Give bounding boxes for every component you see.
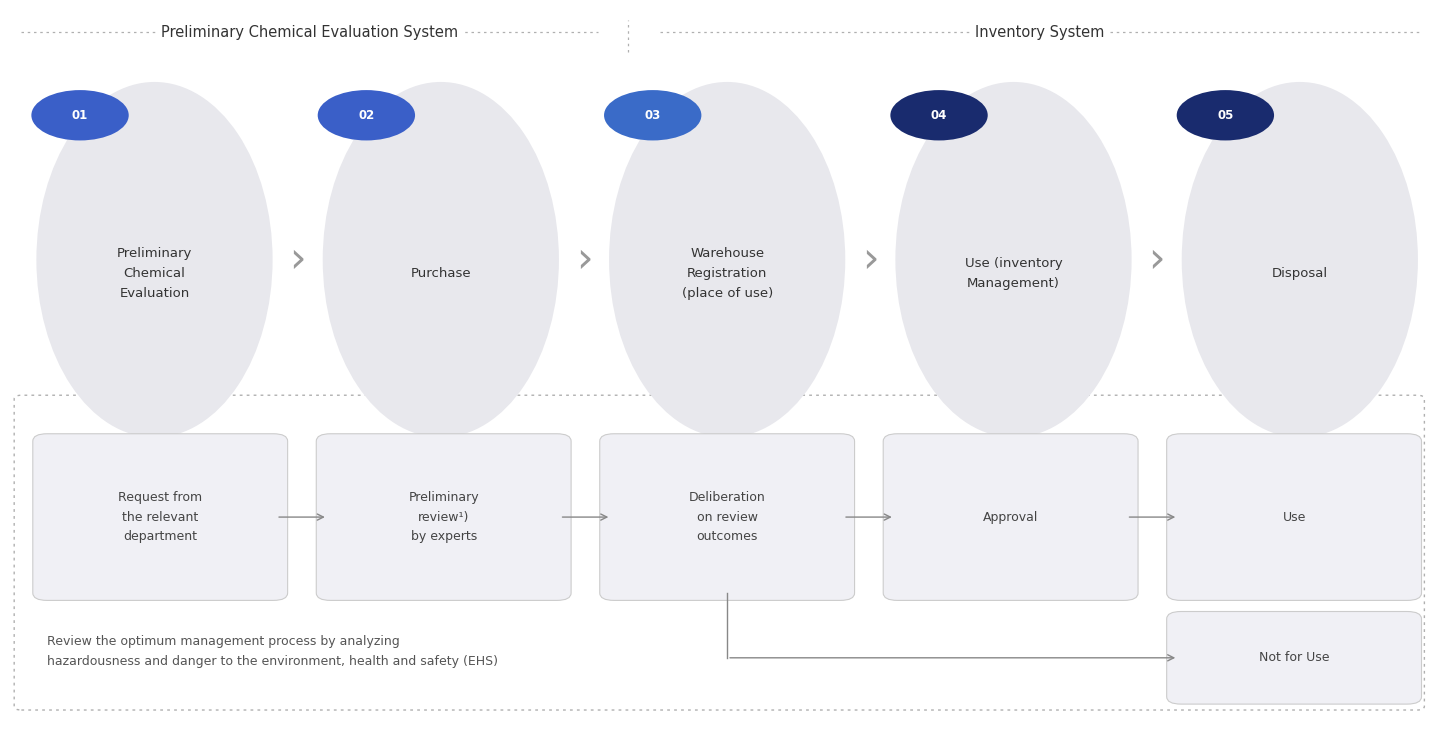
Text: 03: 03 <box>645 109 661 122</box>
Text: Request from
the relevant
department: Request from the relevant department <box>118 491 202 543</box>
FancyBboxPatch shape <box>33 434 288 601</box>
FancyBboxPatch shape <box>317 434 572 601</box>
Text: Preliminary Chemical Evaluation System: Preliminary Chemical Evaluation System <box>161 25 458 40</box>
Text: Not for Use: Not for Use <box>1259 652 1329 664</box>
Ellipse shape <box>1182 82 1418 437</box>
Circle shape <box>32 90 128 141</box>
Ellipse shape <box>896 82 1132 437</box>
Text: 01: 01 <box>72 109 88 122</box>
Circle shape <box>603 90 701 141</box>
FancyBboxPatch shape <box>883 434 1138 601</box>
Text: Inventory System: Inventory System <box>975 25 1104 40</box>
Circle shape <box>890 90 988 141</box>
Text: Use (inventory
Management): Use (inventory Management) <box>965 256 1063 290</box>
Circle shape <box>1176 90 1274 141</box>
FancyBboxPatch shape <box>1166 434 1421 601</box>
Text: 04: 04 <box>930 109 948 122</box>
Ellipse shape <box>609 82 845 437</box>
Text: 05: 05 <box>1217 109 1234 122</box>
Text: Deliberation
on review
outcomes: Deliberation on review outcomes <box>688 491 766 543</box>
Text: Purchase: Purchase <box>410 267 471 279</box>
Text: ›: › <box>576 239 592 281</box>
FancyBboxPatch shape <box>1166 611 1421 704</box>
Text: Disposal: Disposal <box>1272 267 1328 279</box>
Text: Approval: Approval <box>984 511 1038 524</box>
Text: ›: › <box>1148 239 1165 281</box>
FancyBboxPatch shape <box>599 434 854 601</box>
FancyBboxPatch shape <box>14 395 1424 710</box>
Text: 02: 02 <box>359 109 374 122</box>
Text: Warehouse
Registration
(place of use): Warehouse Registration (place of use) <box>681 246 773 300</box>
Ellipse shape <box>323 82 559 437</box>
Ellipse shape <box>36 82 272 437</box>
Text: Use: Use <box>1283 511 1306 524</box>
Text: Review the optimum management process by analyzing
hazardousness and danger to t: Review the optimum management process by… <box>48 635 498 667</box>
Text: Preliminary
Chemical
Evaluation: Preliminary Chemical Evaluation <box>117 246 192 300</box>
Circle shape <box>318 90 415 141</box>
Text: ›: › <box>289 239 305 281</box>
Text: Preliminary
review¹)
by experts: Preliminary review¹) by experts <box>409 491 480 543</box>
Text: ›: › <box>863 239 878 281</box>
